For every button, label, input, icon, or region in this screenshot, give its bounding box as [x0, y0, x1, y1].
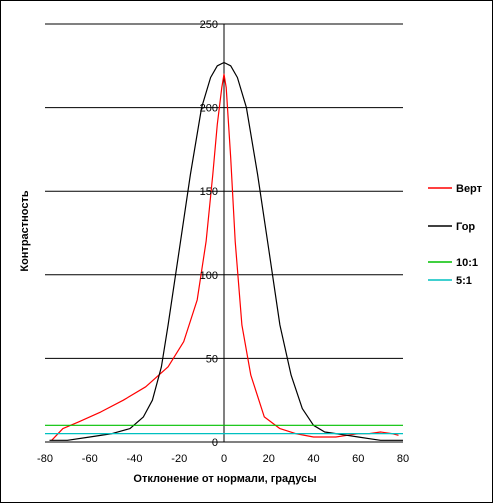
- y-tick-label: 200: [200, 103, 218, 115]
- x-tick-label: 0: [221, 453, 227, 465]
- y-tick-label: 100: [200, 270, 218, 282]
- legend-label: 10:1: [456, 257, 478, 269]
- x-tick-label: 40: [307, 453, 319, 465]
- legend-label: 5:1: [456, 275, 472, 287]
- legend-label: Гор: [456, 221, 475, 233]
- x-tick-label: 80: [397, 453, 409, 465]
- axes: [45, 24, 403, 443]
- tick-labels: 0 50 100 150 200 250 -80 -60 -40 -20 0 20 40 60 80: [37, 19, 409, 465]
- x-tick-label: -20: [171, 453, 187, 465]
- y-tick-label: 50: [206, 353, 218, 365]
- legend-label: Верт: [456, 183, 483, 195]
- x-tick-label: -80: [37, 453, 53, 465]
- x-tick-label: 20: [263, 453, 275, 465]
- series-lines: [45, 61, 403, 441]
- x-axis-label: Отклонение от нормали, градусы: [133, 473, 316, 485]
- x-tick-label: 60: [352, 453, 364, 465]
- x-tick-label: -60: [82, 453, 98, 465]
- x-tick-label: -40: [127, 453, 143, 465]
- series-line-1: [49, 61, 403, 441]
- y-tick-label: 0: [212, 437, 218, 449]
- y-axis-label: Контрастность: [19, 190, 31, 272]
- legend: Верт Гор 10:1 5:1: [428, 183, 483, 287]
- y-tick-label: 150: [200, 186, 218, 198]
- y-tick-label: 250: [200, 19, 218, 31]
